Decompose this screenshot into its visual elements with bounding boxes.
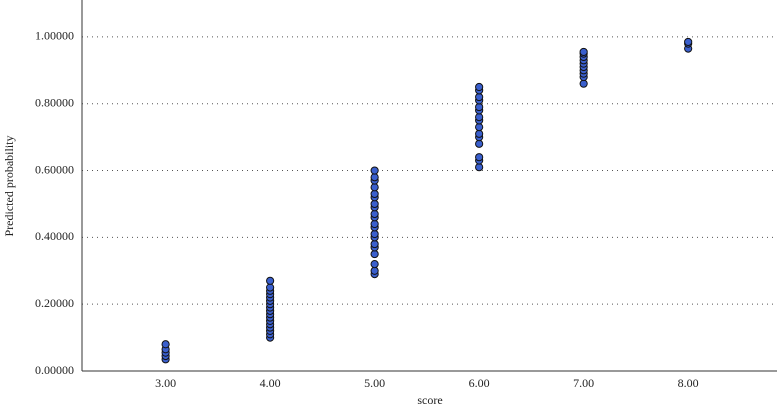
point	[370, 266, 379, 275]
point	[475, 129, 484, 138]
y-tick-label: 0.40000	[35, 229, 74, 243]
y-tick-label: 1.00000	[35, 29, 74, 43]
point	[475, 123, 484, 132]
y-tick-label: 0.00000	[35, 363, 74, 377]
point	[475, 139, 484, 148]
point	[266, 283, 275, 292]
x-tick-label: 8.00	[678, 376, 699, 390]
point	[475, 153, 484, 162]
point	[370, 219, 379, 229]
point	[370, 183, 379, 192]
point	[475, 163, 484, 172]
x-tick-label: 6.00	[469, 376, 490, 390]
y-tick-label: 0.60000	[35, 162, 74, 176]
point	[370, 209, 379, 219]
point	[370, 229, 379, 239]
point	[370, 239, 379, 249]
point	[370, 189, 379, 199]
x-tick-label: 3.00	[155, 376, 176, 390]
y-axis-title: Predicted probability	[2, 136, 16, 237]
x-tick-label: 7.00	[573, 376, 594, 390]
point	[161, 340, 170, 349]
point	[370, 166, 379, 175]
point	[370, 199, 379, 209]
point	[475, 92, 484, 102]
point	[370, 259, 379, 269]
x-tick-label: 5.00	[364, 376, 385, 390]
point	[579, 79, 588, 88]
point	[266, 276, 275, 285]
x-tick-label: 4.00	[260, 376, 281, 390]
point	[475, 112, 484, 122]
point	[370, 249, 379, 259]
point	[475, 82, 484, 92]
x-axis-title: score	[417, 393, 442, 407]
point	[579, 47, 588, 57]
y-tick-label: 0.80000	[35, 95, 74, 109]
point	[684, 37, 693, 47]
point	[475, 102, 484, 112]
point	[370, 173, 379, 182]
y-tick-label: 0.20000	[35, 296, 74, 310]
